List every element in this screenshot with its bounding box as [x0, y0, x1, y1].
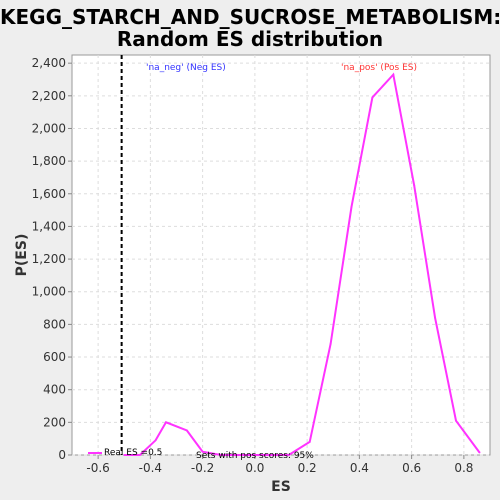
series-point: [139, 454, 141, 456]
ticks: -0.6 -0.4 -0.2 0.0 0.2 0.4 0.6 0.8 0 200 400 600 800…: [32, 56, 474, 475]
y-tick-label: 800: [43, 317, 66, 331]
y-axis-title: P(ES): [14, 234, 30, 277]
x-tick-label: 0.6: [402, 461, 421, 475]
y-tick-label: 1,200: [32, 252, 66, 266]
x-tick-label: -0.2: [191, 461, 214, 475]
y-tick-label: 0: [58, 448, 66, 462]
y-tick-label: 600: [43, 350, 66, 364]
series-point: [350, 205, 353, 208]
x-axis-title: ES: [271, 479, 291, 495]
series-point: [455, 419, 457, 422]
series-point: [259, 454, 261, 456]
series-point: [434, 316, 437, 319]
x-tick-label: -0.4: [139, 461, 162, 475]
neg-es-annotation: 'na_neg' (Neg ES): [146, 63, 226, 73]
y-tick-label: 2,200: [32, 89, 66, 103]
series-point: [478, 451, 481, 454]
series-point: [220, 454, 222, 456]
y-tick-label: 1,600: [32, 187, 66, 201]
y-tick-label: 1,800: [32, 154, 66, 168]
series-line: [124, 72, 481, 456]
sets-pos-scores-label: Sets with pos scores: 95%: [196, 451, 314, 461]
y-tick-label: 200: [43, 415, 66, 429]
y-tick-label: 1,400: [32, 219, 66, 233]
real-es-label: Real ES =0.5: [104, 448, 162, 458]
x-tick-label: 0.8: [454, 461, 473, 475]
y-tick-label: 400: [43, 383, 66, 397]
x-tick-label: 0.2: [298, 461, 317, 475]
series-point: [165, 421, 167, 424]
series-point: [413, 184, 416, 187]
series-point: [201, 450, 204, 453]
series-point: [329, 343, 332, 345]
y-tick-label: 1,000: [32, 285, 66, 299]
series-point: [392, 73, 395, 76]
chart-title-line-2: Random ES distribution: [116, 27, 384, 51]
series-point: [371, 96, 374, 99]
series-point: [154, 439, 157, 442]
chart-title-line-1: KEGG_STARCH_AND_SUCROSE_METABOLISM:: [0, 5, 500, 29]
x-tick-label: -0.6: [86, 461, 109, 475]
y-tick-label: 2,000: [32, 121, 66, 135]
marks: [88, 55, 481, 456]
series-point: [123, 454, 126, 456]
y-tick-label: 2,400: [32, 56, 66, 70]
x-tick-label: 0.4: [350, 461, 369, 475]
series-point: [186, 429, 188, 432]
plot-area: [71, 54, 491, 456]
x-tick-label: 0.0: [245, 461, 264, 475]
series-point: [308, 441, 311, 443]
series-point: [287, 454, 290, 456]
pos-es-annotation: 'na_pos' (Pos ES): [341, 63, 417, 73]
